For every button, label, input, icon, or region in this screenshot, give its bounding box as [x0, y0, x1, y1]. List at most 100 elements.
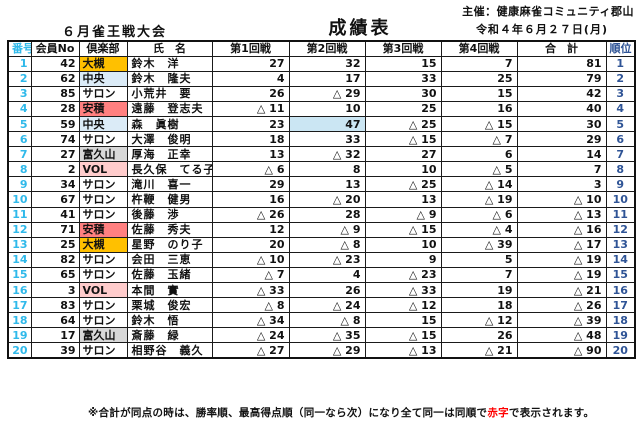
- round2-cell: △ 20: [288, 191, 366, 208]
- round1-cell: △ 26: [211, 206, 290, 223]
- round4-cell: 15: [440, 85, 518, 102]
- round2-cell: △ 32: [288, 146, 366, 163]
- round2-cell: 10: [288, 100, 366, 117]
- club-cell: 安積: [78, 221, 128, 238]
- header-rank: 順位: [605, 40, 636, 57]
- page-title: 成績表: [328, 18, 392, 39]
- results-table: 番号 会員No 倶楽部 氏 名 第1回戦 第2回戦 第3回戦 第4回戦 合 計 …: [7, 40, 636, 359]
- round4-cell: △ 21: [440, 342, 518, 359]
- round3-cell: 33: [364, 70, 442, 87]
- total-cell: 7: [516, 161, 607, 178]
- round3-cell: △ 25: [364, 115, 442, 133]
- total-cell: 29: [516, 131, 607, 148]
- member-no-cell: 74: [30, 131, 80, 148]
- round1-cell: 4: [211, 70, 290, 87]
- total-cell: 14: [516, 146, 607, 163]
- header-member-no: 会員No: [30, 40, 80, 57]
- round3-cell: 27: [364, 146, 442, 163]
- table-row: 14 82 サロン 会田 三恵 △ 10 △ 23 9 5 △ 19 14: [7, 251, 636, 268]
- round3-cell: 9: [364, 251, 442, 268]
- club-cell: サロン: [78, 312, 128, 329]
- round1-cell: 23: [211, 115, 290, 133]
- number-cell: 9: [7, 176, 32, 193]
- club-cell: 大槻: [78, 236, 128, 253]
- total-cell: △ 39: [516, 312, 607, 329]
- name-cell: 後藤 渉: [126, 206, 213, 223]
- round3-cell: 15: [364, 312, 442, 329]
- round3-cell: 30: [364, 85, 442, 102]
- rank-cell: 18: [605, 312, 636, 329]
- number-cell: 15: [7, 266, 32, 284]
- number-cell: 11: [7, 206, 32, 223]
- round3-cell: △ 15: [364, 327, 442, 344]
- header-name: 氏 名: [126, 40, 213, 57]
- rank-cell: 17: [605, 297, 636, 314]
- number-cell: 16: [7, 281, 32, 299]
- rank-cell: 3: [605, 85, 636, 102]
- round4-cell: △ 12: [440, 312, 518, 329]
- member-no-cell: 67: [30, 191, 80, 208]
- round1-cell: △ 7: [211, 266, 290, 284]
- club-cell: サロン: [78, 131, 128, 148]
- round3-cell: 10: [364, 161, 442, 178]
- member-no-cell: 28: [30, 100, 80, 117]
- rank-cell: 20: [605, 342, 636, 359]
- club-cell: サロン: [78, 342, 128, 359]
- member-no-cell: 64: [30, 312, 80, 329]
- round2-cell: △ 29: [288, 85, 366, 102]
- round2-cell: 26: [288, 281, 366, 299]
- rank-cell: 15: [605, 266, 636, 284]
- round4-cell: 19: [440, 281, 518, 299]
- round3-cell: △ 9: [364, 206, 442, 223]
- rank-cell: 5: [605, 115, 636, 133]
- club-cell: サロン: [78, 297, 128, 314]
- rank-cell: 4: [605, 100, 636, 117]
- number-cell: 13: [7, 236, 32, 253]
- table-row: 10 67 サロン 杵鞭 健男 16 △ 20 13 △ 19 △ 10 10: [7, 191, 636, 208]
- round3-cell: △ 23: [364, 266, 442, 284]
- round1-cell: △ 24: [211, 327, 290, 344]
- name-cell: 厚海 正幸: [126, 146, 213, 163]
- member-no-cell: 41: [30, 206, 80, 223]
- round1-cell: △ 6: [211, 161, 290, 178]
- total-cell: △ 21: [516, 281, 607, 299]
- round4-cell: 26: [440, 327, 518, 344]
- round4-cell: △ 4: [440, 221, 518, 238]
- name-cell: 星野 のり子: [126, 236, 213, 253]
- member-no-cell: 65: [30, 266, 80, 284]
- member-no-cell: 42: [30, 55, 80, 72]
- number-cell: 4: [7, 100, 32, 117]
- name-cell: 佐藤 玉緒: [126, 266, 213, 284]
- name-cell: 小荒井 要: [126, 85, 213, 102]
- tournament-name: ６月雀王戦大会: [62, 25, 168, 40]
- header-round2: 第2回戦: [288, 40, 366, 57]
- round1-cell: △ 27: [211, 342, 290, 359]
- round3-cell: △ 13: [364, 342, 442, 359]
- round2-cell: 28: [288, 206, 366, 223]
- name-cell: 鈴木 悟: [126, 312, 213, 329]
- member-no-cell: 2: [30, 161, 80, 178]
- header-round4: 第4回戦: [440, 40, 518, 57]
- table-row: 18 64 サロン 鈴木 悟 △ 34 △ 8 15 △ 12 △ 39 18: [7, 312, 636, 329]
- round1-cell: 27: [211, 55, 290, 72]
- round3-cell: △ 15: [364, 131, 442, 148]
- round4-cell: 16: [440, 100, 518, 117]
- round1-cell: 18: [211, 131, 290, 148]
- name-cell: 長久保 てる子: [126, 161, 213, 178]
- table-row: 4 28 安積 遠藤 登志夫 △ 11 10 25 16 40 4: [7, 100, 636, 117]
- table-row: 6 74 サロン 大澤 俊明 18 33 △ 15 △ 7 29 6: [7, 131, 636, 148]
- name-cell: 杵鞭 健男: [126, 191, 213, 208]
- round4-cell: 5: [440, 251, 518, 268]
- table-row: 12 71 安積 佐藤 秀夫 12 △ 9 △ 15 △ 4 △ 16 12: [7, 221, 636, 238]
- round4-cell: 25: [440, 70, 518, 87]
- round1-cell: 16: [211, 191, 290, 208]
- member-no-cell: 25: [30, 236, 80, 253]
- round3-cell: △ 12: [364, 297, 442, 314]
- rank-cell: 14: [605, 251, 636, 268]
- club-cell: サロン: [78, 206, 128, 223]
- member-no-cell: 71: [30, 221, 80, 238]
- number-cell: 19: [7, 327, 32, 344]
- club-cell: 中央: [78, 70, 128, 87]
- total-cell: △ 13: [516, 206, 607, 223]
- round2-cell: △ 29: [288, 342, 366, 359]
